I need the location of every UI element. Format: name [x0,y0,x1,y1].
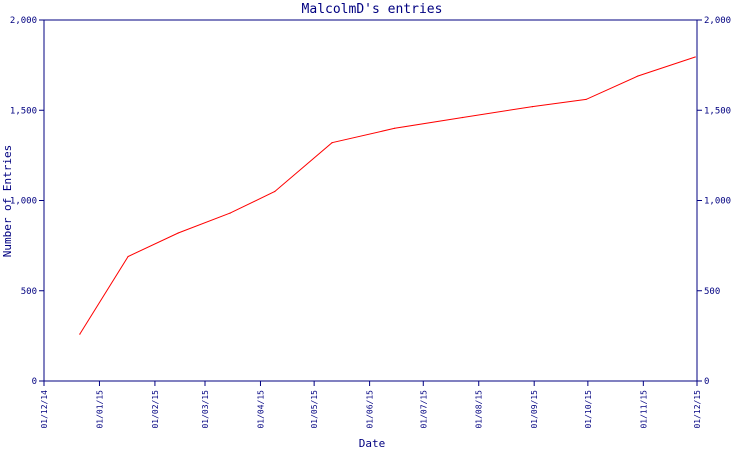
data-point [79,333,81,335]
y-tick-label-left: 0 [32,377,37,387]
plot-area-frame [43,19,698,382]
x-tick-label: 01/05/15 [310,390,319,429]
x-tick-label: 01/02/15 [151,390,160,429]
data-point [177,232,179,234]
x-axis: 01/12/14 01/01/15 01/02/15 01/03/15 01/04/15… [40,381,702,429]
y-tick-label-right: 1,000 [704,197,731,207]
x-tick-label: 01/08/15 [475,390,484,429]
y-tick-label-left: 1,000 [10,197,37,207]
y-tick-label-right: 0 [704,377,709,387]
x-tick-label: 01/06/15 [366,390,375,429]
data-point [585,98,587,101]
y-tick-label-right: 1,500 [704,106,731,116]
right-y-axis: 0 500 1,000 1,500 2,000 [697,16,731,387]
data-point [637,75,639,77]
y-tick-label-left: 2,000 [10,16,37,26]
data-point [394,127,396,129]
x-tick-label: 01/07/15 [419,390,428,429]
left-y-axis: 0 500 1,000 1,500 2,000 [10,16,44,387]
data-point [229,212,231,214]
y-tick-label-left: 1,500 [10,106,37,116]
y-axis-label: Number of Entries [1,145,14,258]
x-axis-label: Date [359,437,386,450]
series-layer [79,56,696,335]
x-tick-label: 01/10/15 [584,390,593,429]
data-point [127,255,129,258]
x-tick-label: 01/01/15 [95,390,104,429]
data-point [462,116,464,119]
x-tick-label: 01/12/15 [693,390,702,429]
x-tick-label: 01/09/15 [530,390,539,429]
y-tick-label-right: 500 [704,287,720,297]
x-tick-label: 01/12/14 [40,390,49,429]
x-tick-label: 01/03/15 [201,390,210,429]
series-line [79,56,696,335]
x-tick-label: 01/11/15 [639,390,648,429]
data-point [531,106,534,108]
data-point [274,190,276,193]
chart-title: MalcolmD's entries [302,2,443,17]
y-tick-label-right: 2,000 [704,16,731,26]
x-tick-label: 01/04/15 [256,390,265,429]
data-point [694,56,696,58]
data-point [331,142,333,144]
y-tick-label-left: 500 [21,287,37,297]
